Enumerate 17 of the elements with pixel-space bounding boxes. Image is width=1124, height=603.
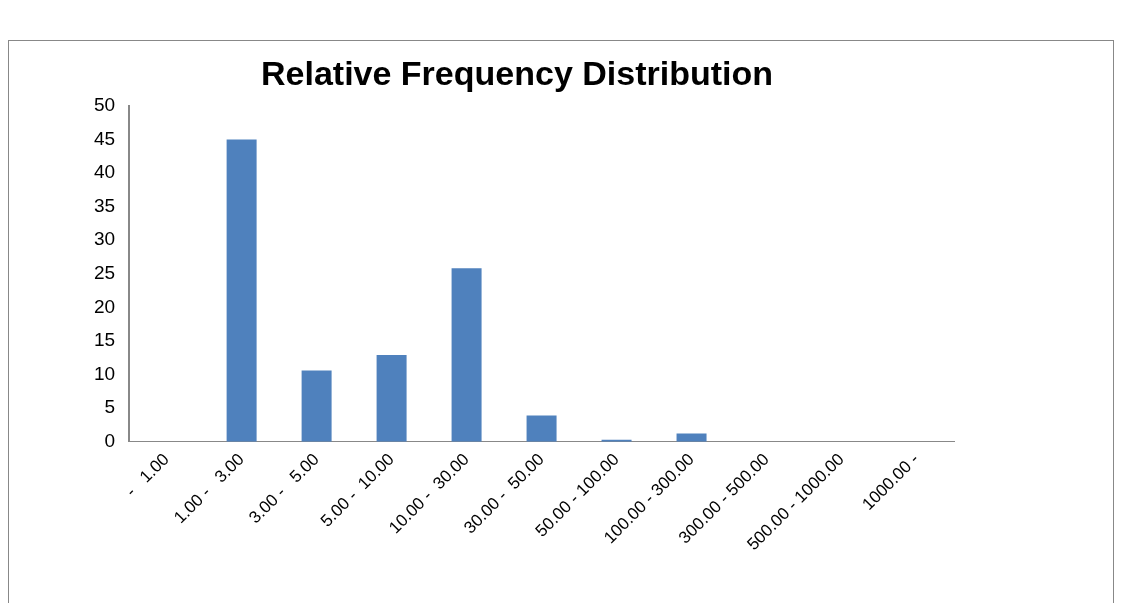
y-tick-label: 15	[93, 329, 116, 351]
y-tick-label: 45	[93, 127, 116, 149]
y-tick-label: 30	[93, 228, 116, 250]
bar	[526, 415, 557, 442]
y-tick-label: 35	[93, 194, 116, 216]
y-tick-label: 10	[93, 362, 116, 384]
y-tick-label: 50	[93, 94, 116, 116]
y-tick-label: 20	[93, 295, 116, 317]
chart-title: Relative Frequency Distribution	[261, 53, 773, 92]
bar	[451, 268, 482, 442]
bar	[226, 139, 257, 442]
bar	[376, 355, 407, 442]
y-tick-label: 25	[93, 261, 116, 283]
y-tick-label: 5	[104, 396, 116, 418]
y-tick-label: 0	[104, 429, 116, 451]
bar	[301, 370, 332, 442]
y-tick-label: 40	[93, 161, 116, 183]
